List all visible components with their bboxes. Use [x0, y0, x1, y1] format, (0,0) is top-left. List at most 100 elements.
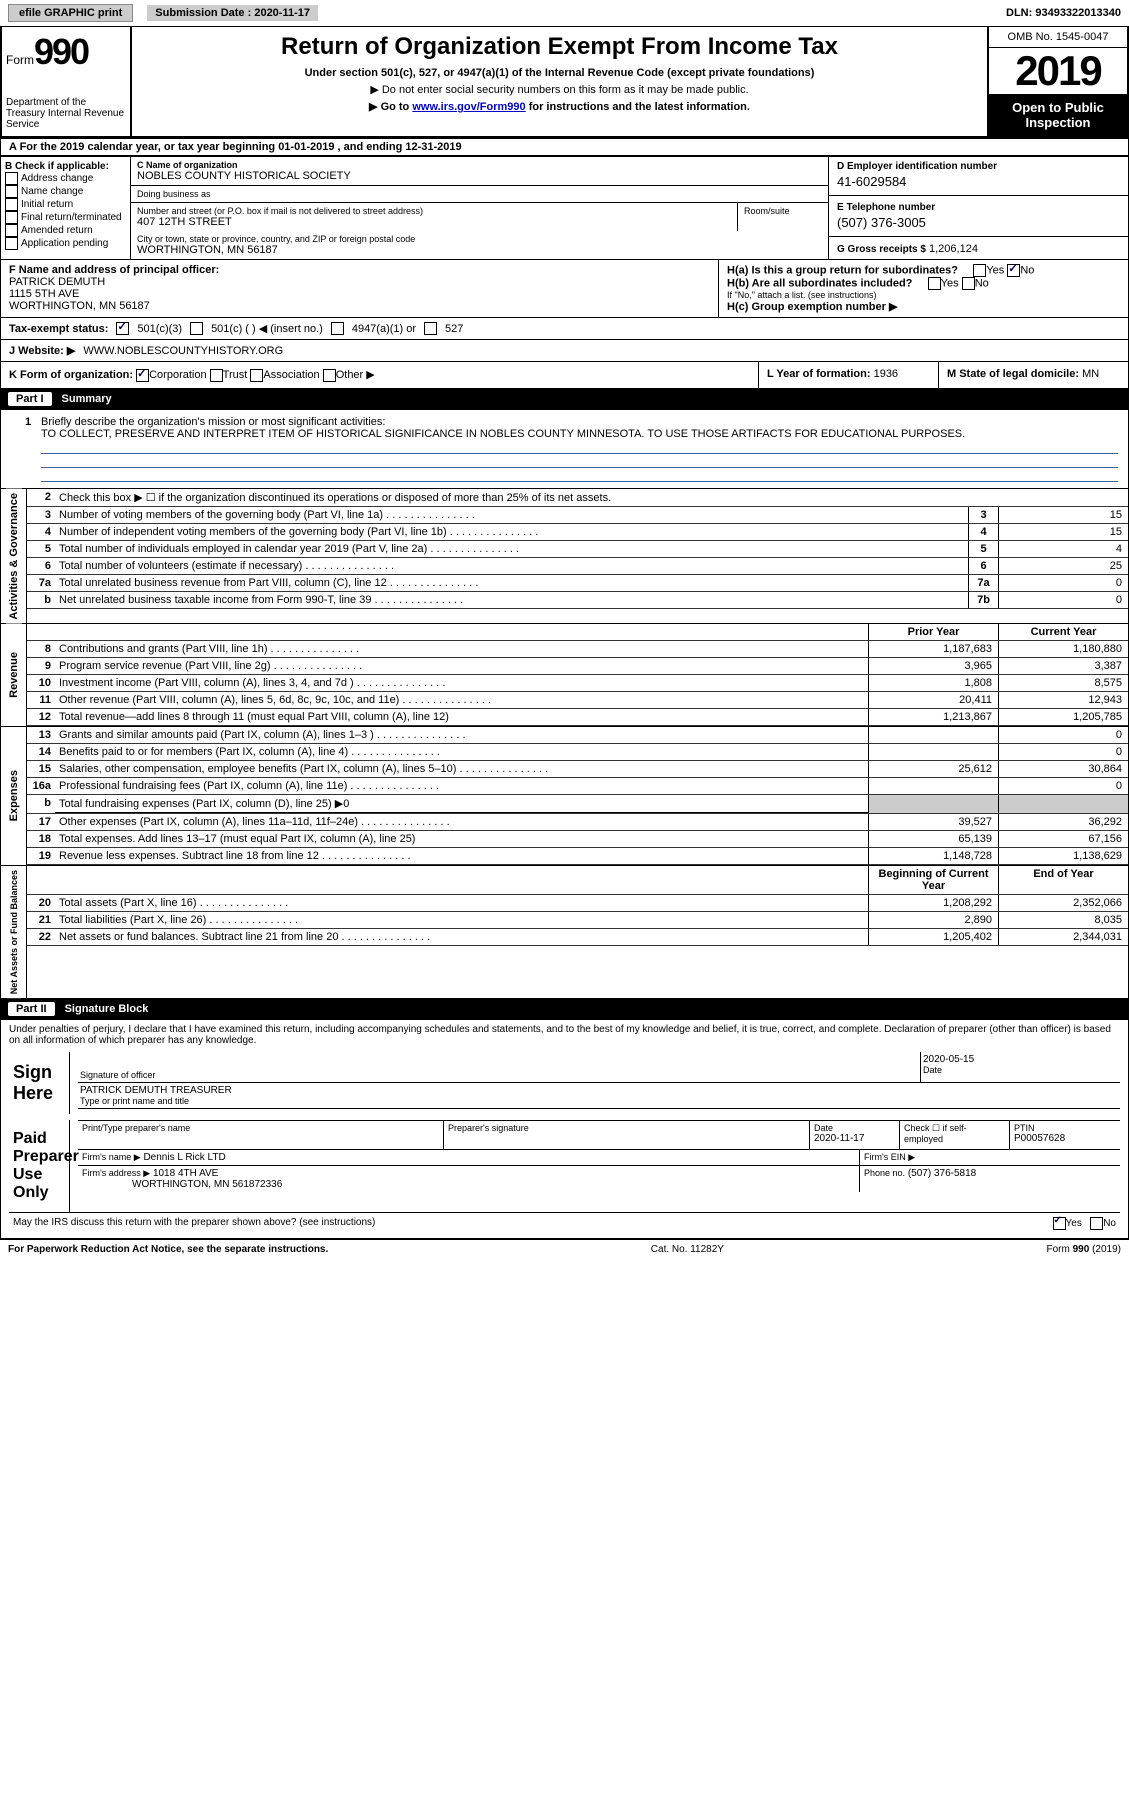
part1-header: Part I Summary	[0, 389, 1129, 409]
mission-text: TO COLLECT, PRESERVE AND INTERPRET ITEM …	[41, 428, 965, 440]
section-c: C Name of organization NOBLES COUNTY HIS…	[131, 157, 828, 259]
section-bcd: B Check if applicable: Address change Na…	[0, 156, 1129, 260]
cb-527[interactable]	[424, 322, 437, 335]
revenue-table: Revenue Prior YearCurrent Year 8Contribu…	[1, 623, 1128, 726]
line20: Total assets (Part X, line 16)	[55, 895, 868, 911]
prep-sig-label: Preparer's signature	[448, 1123, 805, 1133]
l-label: L Year of formation:	[767, 368, 871, 380]
ha-no[interactable]	[1007, 264, 1020, 277]
line15-prior: 25,612	[868, 761, 998, 777]
form-title-block: Return of Organization Exempt From Incom…	[132, 27, 987, 136]
line22-curr: 2,344,031	[998, 929, 1128, 945]
state-domicile: MN	[1082, 368, 1099, 380]
officer-addr1: 1115 5TH AVE	[9, 288, 710, 300]
footer-right: Form 990 (2019)	[1047, 1244, 1121, 1255]
line10: Investment income (Part VIII, column (A)…	[55, 675, 868, 691]
line8-prior: 1,187,683	[868, 641, 998, 657]
line2: Check this box ▶ ☐ if the organization d…	[55, 489, 1128, 506]
sign-here-label: Sign Here	[9, 1052, 69, 1114]
cb-other[interactable]	[323, 369, 336, 382]
discuss-no[interactable]	[1090, 1217, 1103, 1230]
check-self: Check ☐ if self-employed	[904, 1123, 1005, 1144]
cb-trust[interactable]	[210, 369, 223, 382]
cb-4947[interactable]	[331, 322, 344, 335]
part1-tag: Part I	[8, 392, 52, 406]
website-row: J Website: ▶ WWW.NOBLESCOUNTYHISTORY.ORG	[0, 340, 1129, 362]
line14: Benefits paid to or for members (Part IX…	[55, 744, 868, 760]
line16a-prior	[868, 778, 998, 794]
form-title: Return of Organization Exempt From Incom…	[138, 33, 981, 61]
line19-curr: 1,138,629	[998, 848, 1128, 864]
discuss-question: May the IRS discuss this return with the…	[13, 1217, 375, 1230]
website-url: WWW.NOBLESCOUNTYHISTORY.ORG	[83, 345, 283, 357]
line11-prior: 20,411	[868, 692, 998, 708]
m-label: M State of legal domicile:	[947, 368, 1079, 380]
line15: Salaries, other compensation, employee b…	[55, 761, 868, 777]
side-governance: Activities & Governance	[6, 489, 22, 624]
line18-curr: 67,156	[998, 831, 1128, 847]
page-footer: For Paperwork Reduction Act Notice, see …	[0, 1239, 1129, 1259]
tax-year: 2019	[989, 48, 1127, 94]
gross-label: G Gross receipts $	[837, 244, 926, 255]
line21-curr: 8,035	[998, 912, 1128, 928]
tax-exempt-row: Tax-exempt status: 501(c)(3) 501(c) ( ) …	[0, 318, 1129, 340]
firm-addr2: WORTHINGTON, MN 561872336	[132, 1179, 282, 1190]
line8-curr: 1,180,880	[998, 641, 1128, 657]
ha-yes[interactable]	[973, 264, 986, 277]
form-subtitle: Under section 501(c), 527, or 4947(a)(1)…	[138, 67, 981, 79]
irs-link[interactable]: www.irs.gov/Form990	[412, 101, 525, 113]
line3-val: 15	[998, 507, 1128, 523]
discuss-yes[interactable]	[1053, 1217, 1066, 1230]
part2-header: Part II Signature Block	[0, 999, 1129, 1019]
cb-pending[interactable]	[5, 237, 18, 250]
form-number: 990	[34, 31, 88, 72]
cb-initial-return[interactable]	[5, 198, 18, 211]
governance-table: Activities & Governance 2Check this box …	[1, 488, 1128, 624]
b-label: B Check if applicable:	[5, 161, 126, 172]
officer-name: PATRICK DEMUTH	[9, 276, 710, 288]
line16a: Professional fundraising fees (Part IX, …	[55, 778, 868, 794]
line12-curr: 1,205,785	[998, 709, 1128, 725]
cb-amended[interactable]	[5, 224, 18, 237]
firm-name: Dennis L Rick LTD	[143, 1152, 225, 1163]
side-revenue: Revenue	[6, 648, 22, 702]
line20-prior: 1,208,292	[868, 895, 998, 911]
cb-assoc[interactable]	[250, 369, 263, 382]
line9-curr: 3,387	[998, 658, 1128, 674]
cb-501c3[interactable]	[116, 322, 129, 335]
prep-name-label: Print/Type preparer's name	[82, 1123, 439, 1133]
mission-label: Briefly describe the organization's miss…	[41, 416, 385, 428]
hdr-curr: Current Year	[998, 624, 1128, 640]
line10-curr: 8,575	[998, 675, 1128, 691]
hb-no[interactable]	[962, 277, 975, 290]
line7b-val: 0	[998, 592, 1128, 608]
hb-yes[interactable]	[928, 277, 941, 290]
cb-501c[interactable]	[190, 322, 203, 335]
org-city: WORTHINGTON, MN 56187	[137, 244, 822, 256]
room-label: Room/suite	[738, 203, 828, 231]
line14-prior	[868, 744, 998, 760]
form-word: Form	[6, 53, 34, 67]
cb-corp[interactable]	[136, 369, 149, 382]
phone-label: E Telephone number	[837, 202, 1120, 213]
cb-final-return[interactable]	[5, 211, 18, 224]
side-expenses: Expenses	[6, 766, 22, 825]
line1-num: 1	[25, 416, 31, 428]
line17-curr: 36,292	[998, 814, 1128, 830]
line10-prior: 1,808	[868, 675, 998, 691]
cb-address-change[interactable]	[5, 172, 18, 185]
line9: Program service revenue (Part VIII, line…	[55, 658, 868, 674]
line22-prior: 1,205,402	[868, 929, 998, 945]
line13-prior	[868, 727, 998, 743]
cb-name-change[interactable]	[5, 185, 18, 198]
ein: 41-6029584	[837, 174, 1120, 189]
line7a: Total unrelated business revenue from Pa…	[55, 575, 968, 591]
year-formation: 1936	[874, 368, 898, 380]
line17-prior: 39,527	[868, 814, 998, 830]
efile-print-btn[interactable]: efile GRAPHIC print	[8, 4, 133, 22]
open-to-public: Open to Public Inspection	[989, 94, 1127, 136]
f-label: F Name and address of principal officer:	[9, 264, 710, 276]
section-d: D Employer identification number 41-6029…	[828, 157, 1128, 259]
k-label: K Form of organization:	[9, 369, 133, 381]
prep-date: 2020-11-17	[814, 1133, 895, 1144]
